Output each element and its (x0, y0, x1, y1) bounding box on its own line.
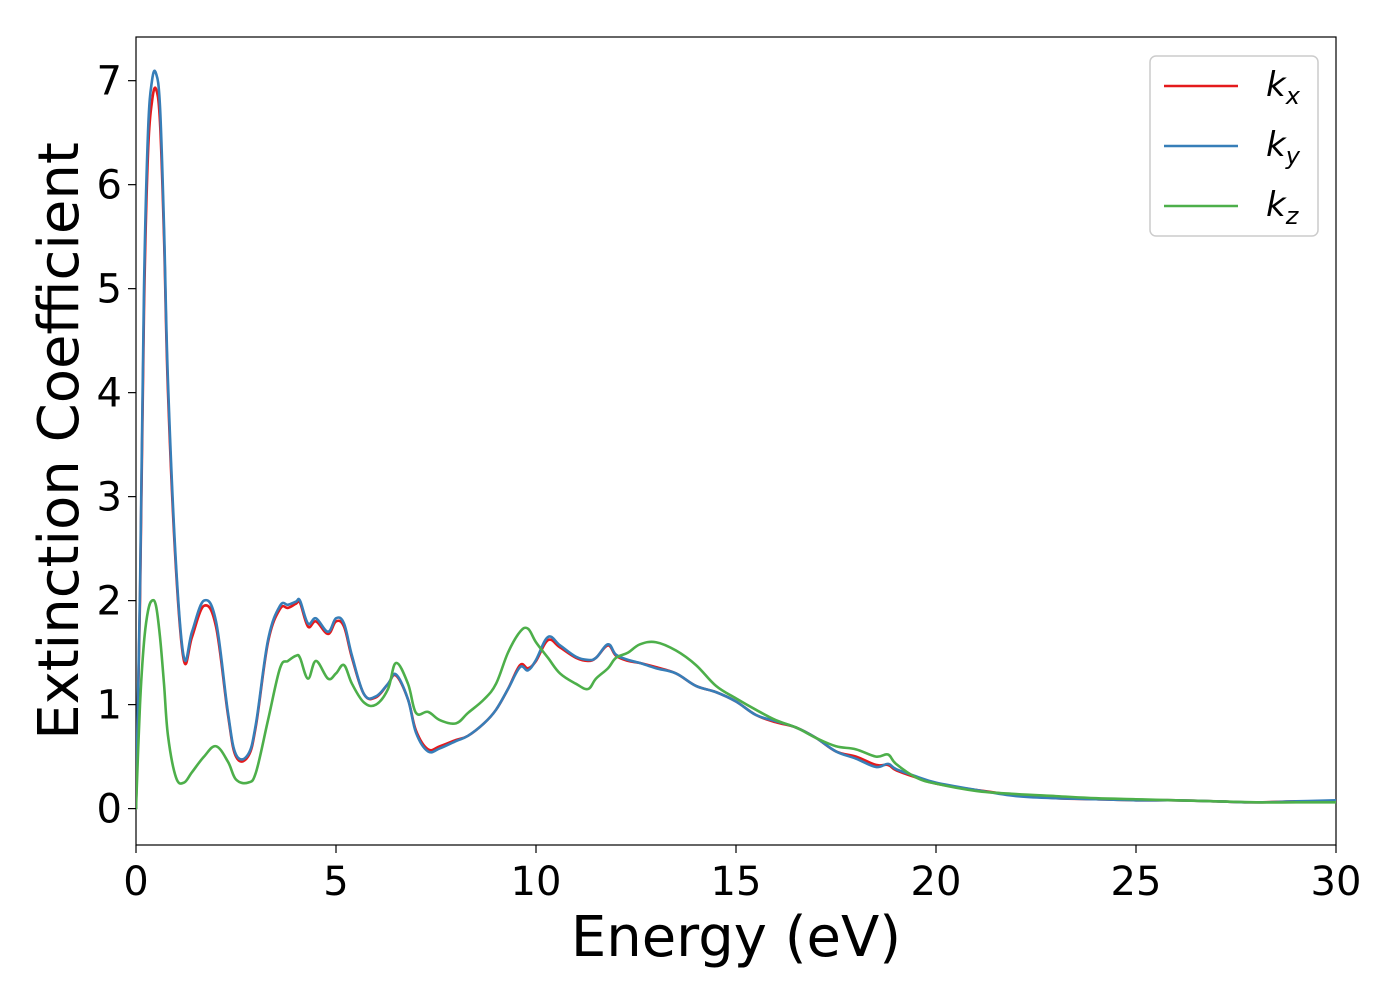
legend-label-base: k (1266, 65, 1287, 105)
x-axis-label: Energy (eV) (571, 905, 901, 970)
legend-label-subscript: x (1285, 82, 1301, 110)
legend-label-base: k (1266, 185, 1287, 225)
series-line-z (136, 598, 1336, 810)
y-axis-ticks: 0 1 2 3 4 5 6 7 (97, 59, 136, 833)
y-tick-label: 4 (97, 371, 122, 417)
legend-label-subscript: z (1285, 202, 1300, 230)
x-axis-ticks: 0 5 10 15 20 25 30 (123, 845, 1361, 905)
y-tick-label: 2 (97, 579, 122, 625)
legend-label-subscript: y (1285, 142, 1301, 170)
x-tick-label: 20 (911, 859, 962, 905)
y-tick-label: 6 (97, 163, 122, 209)
y-axis-label: Extinction Coefficient (27, 142, 92, 740)
x-tick-label: 5 (323, 859, 348, 905)
y-tick-label: 5 (97, 267, 122, 313)
series-layer (136, 69, 1336, 810)
x-tick-label: 30 (1311, 859, 1362, 905)
x-tick-label: 10 (511, 859, 562, 905)
x-tick-label: 25 (1111, 859, 1162, 905)
y-tick-label: 0 (97, 787, 122, 833)
legend-label-base: k (1266, 125, 1287, 165)
legend-label-x: kx (1266, 65, 1301, 110)
x-tick-label: 0 (123, 859, 148, 905)
y-tick-label: 3 (97, 475, 122, 521)
legend-label-z: kz (1266, 185, 1300, 230)
series-line-y (136, 69, 1336, 810)
y-tick-label: 7 (97, 59, 122, 105)
y-tick-label: 1 (97, 683, 122, 729)
x-tick-label: 15 (711, 859, 762, 905)
legend-label-y: ky (1266, 125, 1301, 170)
